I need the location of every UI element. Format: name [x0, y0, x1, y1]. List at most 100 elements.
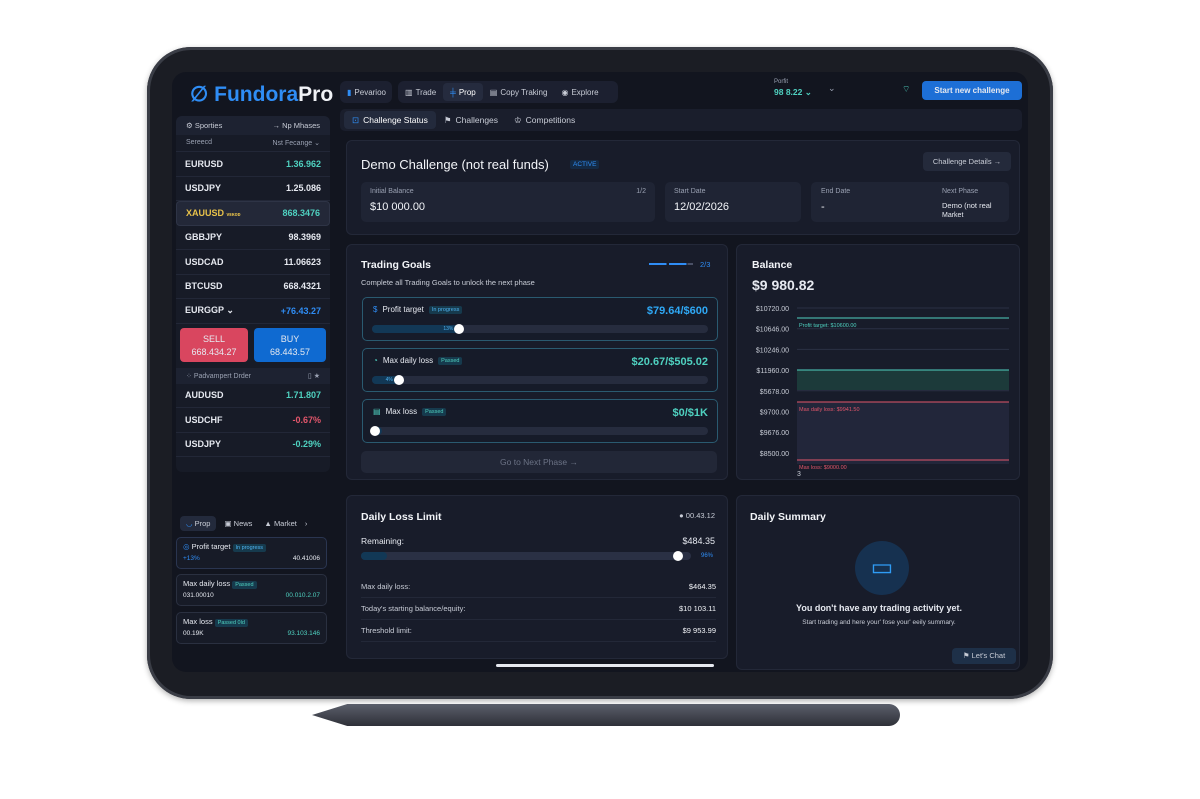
daily-loss-title: Daily Loss Limit [361, 511, 442, 523]
goal-knob [393, 375, 404, 385]
balance-title: Balance [752, 259, 793, 271]
mini-goal-max-loss[interactable]: Max loss Passed 0ld 00.19K 93.103.146 [176, 612, 327, 644]
reference-label: Max daily loss: $9941.50 [799, 407, 860, 413]
goal-name: Profit target [382, 305, 424, 314]
shield-check-icon: ◔ [373, 356, 378, 365]
daily-summary-card: Daily Summary ▭ You don't have any tradi… [736, 495, 1020, 670]
goal-progress: 0% [370, 426, 708, 436]
daily-loss-row: Threshold limit: $9 953.99 [361, 620, 716, 642]
symbol-name: EURGGP ⌄ [185, 305, 234, 316]
symbol-value: +76.43.27 [280, 305, 321, 316]
tab-challenge-status[interactable]: ⊡ Challenge Status [344, 111, 436, 129]
filter-dropdown[interactable]: Nst Fecange ⌄ [272, 140, 321, 147]
bottom-tabs: ◡ Prop ▣ News ▲ Market › [176, 514, 330, 532]
balance-chart: $10720.00 $10646.00 $10246.00 $11960.00 $567… [756, 306, 1009, 478]
tab-news[interactable]: ▣ News [224, 518, 253, 528]
calendar-icon: ▭ [855, 541, 909, 595]
symbol-value: 11.06623 [283, 256, 321, 267]
goal-item: ▤ Max loss Passed $0/$1K 0% [362, 399, 718, 443]
goal-badge: Passed [438, 356, 463, 365]
mini-goal-profit[interactable]: ◎ Profit target In progress +13% 40.41006 [176, 537, 327, 569]
remaining-progress [361, 551, 691, 561]
symbol-row[interactable]: USDJPY -0.29% [176, 433, 330, 457]
bars-icon: ▥ [405, 87, 413, 97]
wallet-icon: ▤ [373, 407, 381, 416]
symbol-row[interactable]: BTCUSD 668.4321 [176, 275, 330, 299]
advanced-order-row[interactable]: ⁘ Padvampert Drder ▯ ★ [176, 367, 330, 384]
star-icon[interactable]: ▯ ★ [307, 372, 320, 380]
goal-progress: 13% [372, 324, 708, 334]
symbol-name: BTCUSD [185, 281, 223, 292]
daily-loss-row: Max daily loss: $464.35 [361, 576, 716, 598]
y-tick-label: $8500.00 [760, 451, 789, 458]
nav-copy-trading[interactable]: ▤ Copy Traking [489, 87, 548, 97]
challenge-details-button[interactable]: Challenge Details → [923, 152, 1011, 171]
nav-prop[interactable]: ╪ Prop [443, 83, 483, 101]
remaining-knob[interactable] [672, 551, 683, 561]
y-tick-label: $10720.00 [756, 306, 789, 313]
symbol-row[interactable]: USDCHF -0.67% [176, 408, 330, 433]
symbol-row[interactable]: EURGGP ⌄ +76.43.27 [176, 299, 330, 324]
wifi-icon: ⌔ [902, 84, 911, 94]
nav-explore[interactable]: ◉ Explore [561, 87, 599, 97]
trading-goals-card: Trading Goals 2/3 Complete all Trading G… [346, 244, 728, 480]
mini-goal-daily-loss[interactable]: Max daily loss Passed 031.00010 00.010.2.… [176, 574, 327, 606]
x-tick-label: 3 [797, 471, 801, 478]
challenge-title: Demo Challenge (not real funds) [361, 157, 549, 172]
symbol-value: 98.3969 [288, 232, 321, 243]
tab-np-mhases[interactable]: → Np Mhases [272, 121, 320, 130]
balance-value: $9 980.82 [752, 277, 815, 293]
symbol-value: -0.29% [292, 439, 321, 450]
goal-percent: 13% [372, 325, 460, 333]
tab-sporties[interactable]: ⚙ Sporties [186, 121, 223, 130]
prop-icon: ╪ [450, 87, 456, 97]
buy-button[interactable]: BUY 68.443.57 [254, 328, 326, 362]
symbol-row[interactable]: EURUSD 1.36.962 [176, 152, 330, 177]
y-tick-label: $10246.00 [756, 347, 789, 354]
main-nav: ▥ Trade ╪ Prop ▤ Copy Traking ◉ Explore [398, 81, 618, 103]
symbol-value: 1.71.807 [285, 390, 321, 401]
chevron-right-icon[interactable]: › [304, 518, 308, 528]
symbol-row[interactable]: GBBJPY 98.3969 [176, 226, 330, 250]
y-tick-label: $5678.00 [760, 389, 789, 396]
symbol-row[interactable]: AUDUSD 1.71.807 [176, 384, 330, 408]
flag-icon: ⚑ [962, 651, 970, 660]
goal-name: Max loss [385, 407, 418, 416]
chevron-down-icon[interactable]: ⌄ [828, 83, 836, 93]
empty-subtitle: Start trading and here your' fose your' … [802, 619, 956, 626]
timer: ● 00.43.12 [679, 511, 715, 520]
nav-portfolio[interactable]: ▮ Pevarioo [340, 81, 392, 103]
profit-dropdown[interactable]: 98 8.22 ⌄ [774, 87, 812, 97]
symbol-name: EURUSD [185, 158, 224, 169]
remaining-label: Remaining: [361, 536, 404, 546]
sell-button[interactable]: SELL 668.434.27 [180, 328, 248, 362]
daily-summary-title: Daily Summary [750, 511, 826, 523]
remaining-value: $484.35 [682, 536, 715, 546]
next-phase-button[interactable]: Go to Next Phase → [361, 451, 717, 473]
lets-chat-button[interactable]: ⚑ Let's Chat [952, 648, 1016, 664]
goal-amount: $20.67/$505.02 [631, 356, 708, 368]
dollar-icon: $ [373, 305, 378, 314]
nav-trade[interactable]: ▥ Trade [405, 87, 437, 97]
goal-percent: 4% [372, 376, 399, 384]
trading-goals-title: Trading Goals [361, 259, 432, 271]
start-date-box: Start Date 12/02/2026 [665, 182, 801, 222]
home-indicator [496, 664, 714, 667]
symbol-value: 1.36.962 [285, 158, 321, 169]
profit-label: Porfit [774, 79, 789, 85]
tab-competitions[interactable]: ♔ Competitions [514, 114, 576, 126]
compass-icon: ◉ [561, 87, 569, 97]
tab-prop[interactable]: ◡ Prop [180, 515, 217, 531]
tab-market[interactable]: ▲ Market [264, 518, 297, 528]
symbol-row[interactable]: USDCAD 11.06623 [176, 250, 330, 275]
start-new-challenge-button[interactable]: Start new challenge [922, 81, 1022, 100]
goal-item: $ Profit target In progress $79.64/$600 13… [362, 297, 718, 341]
symbol-row[interactable]: XAUUSD ᴠᴇᴋᴏᴅ 868.3476 [176, 201, 330, 226]
symbol-row[interactable]: USDJPY 1.25.086 [176, 177, 330, 201]
symbol-name: USDJPY [185, 183, 222, 194]
symbol-value: 1.25.086 [285, 183, 321, 194]
lock-icon: ⊡ [352, 114, 360, 125]
status-badge: ACTIVE [570, 160, 600, 169]
y-tick-label: $11960.00 [756, 368, 789, 375]
tab-challenges[interactable]: ⚑ Challenges [443, 114, 499, 126]
